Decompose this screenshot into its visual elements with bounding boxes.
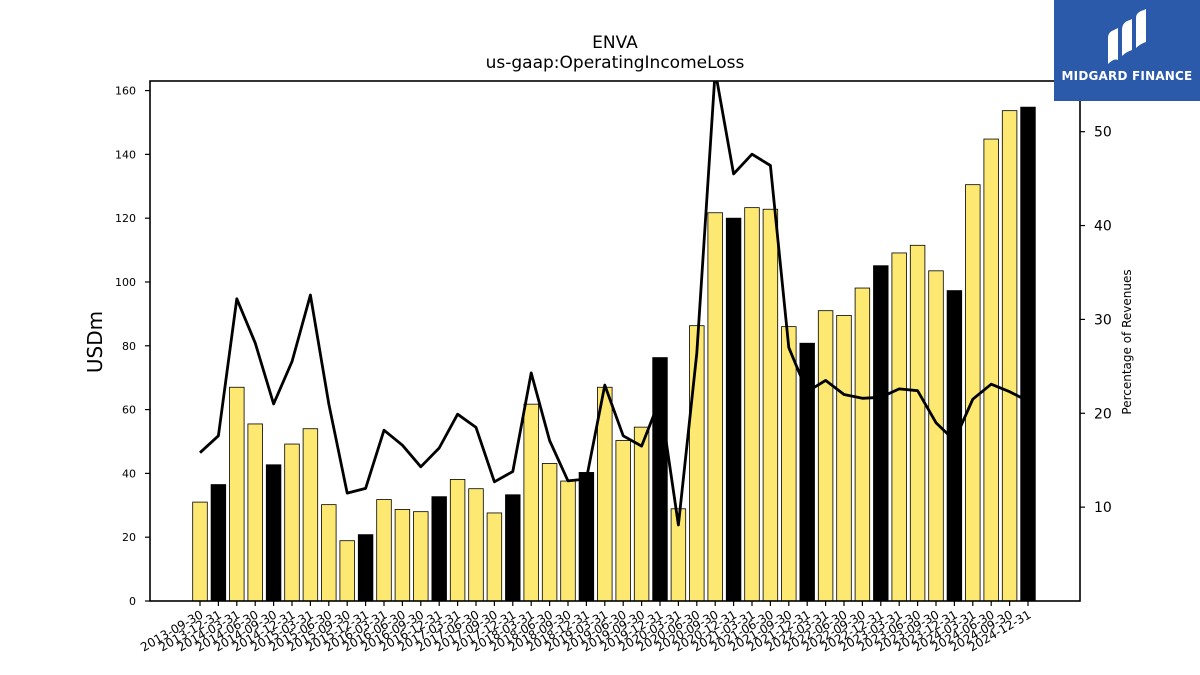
- brand-logo: MIDGARD FINANCE: [1054, 0, 1200, 101]
- bar: [376, 499, 392, 602]
- bar: [192, 501, 208, 602]
- y-tick-label: 60: [122, 404, 136, 417]
- bar: [633, 426, 650, 602]
- y2-axis-label: Percentage of Revenues: [1120, 269, 1134, 414]
- y-tick-label: 120: [115, 212, 136, 225]
- y-tick-label: 20: [122, 531, 136, 544]
- bar: [486, 512, 503, 602]
- bar: [357, 534, 374, 602]
- bar: [854, 287, 871, 602]
- bar: [449, 479, 466, 602]
- axes-group: 02040608010012014016010203040502013-09-3…: [115, 80, 1112, 654]
- bar: [762, 208, 779, 602]
- y-tick-label: 160: [115, 85, 136, 98]
- bar: [744, 207, 760, 602]
- bar: [1020, 106, 1036, 602]
- bar: [817, 310, 834, 602]
- bar: [247, 423, 263, 602]
- bar: [725, 217, 742, 602]
- y-axis-label: USDm: [83, 311, 107, 373]
- brand-logo-text: MIDGARD FINANCE: [1061, 69, 1193, 83]
- chart-subtitle: us-gaap:OperatingIncomeLoss: [486, 53, 745, 73]
- bar: [836, 315, 852, 602]
- bar: [265, 464, 282, 602]
- y2-tick-label: 20: [1094, 406, 1112, 422]
- bar: [394, 509, 411, 602]
- bar: [321, 504, 337, 602]
- y-tick-label: 40: [122, 467, 136, 480]
- bar: [523, 403, 539, 602]
- bar: [928, 270, 944, 602]
- bar: [468, 488, 484, 602]
- bar: [983, 138, 999, 602]
- y2-tick-label: 30: [1094, 312, 1112, 328]
- bar: [965, 184, 981, 602]
- bar: [302, 428, 319, 602]
- percentage-line: [199, 81, 1029, 527]
- bar: [578, 472, 595, 602]
- bar: [873, 265, 889, 602]
- y2-tick-label: 10: [1094, 500, 1112, 516]
- y2-tick-label: 40: [1094, 219, 1112, 235]
- bar: [689, 325, 705, 602]
- y-tick-label: 80: [122, 340, 136, 353]
- bar: [431, 496, 447, 602]
- bar: [946, 290, 963, 602]
- bar: [707, 212, 723, 602]
- chart-title: ENVA: [592, 33, 638, 53]
- y2-tick-label: 50: [1094, 125, 1112, 141]
- bar: [891, 252, 907, 602]
- brand-mark-icon: [1108, 9, 1146, 64]
- bar: [1001, 110, 1018, 602]
- bar: [781, 326, 797, 602]
- line-group: [199, 81, 1029, 527]
- bar: [505, 494, 521, 602]
- bar: [541, 463, 558, 602]
- bar: [652, 357, 668, 602]
- bar: [560, 480, 576, 602]
- y-tick-label: 0: [129, 595, 136, 608]
- y-tick-label: 100: [115, 276, 136, 289]
- y-tick-label: 140: [115, 148, 136, 161]
- bar: [597, 386, 613, 602]
- plot-frame: [149, 80, 1081, 602]
- bar: [339, 540, 355, 602]
- bar: [210, 484, 227, 602]
- bar: [229, 386, 245, 602]
- bar: [615, 440, 631, 602]
- bar: [413, 511, 429, 602]
- bar: [284, 443, 300, 602]
- bar: [909, 244, 926, 602]
